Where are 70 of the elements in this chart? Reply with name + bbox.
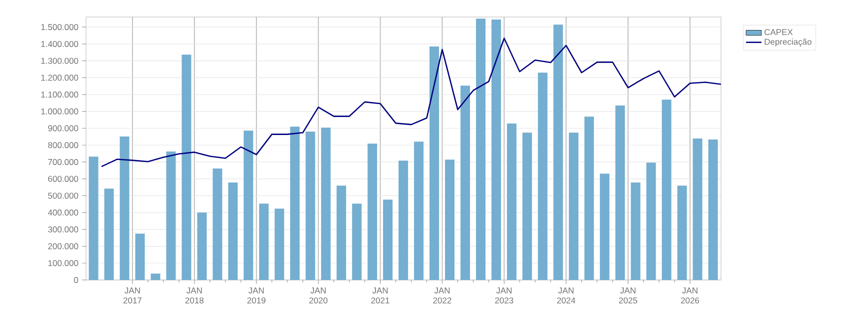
y-tick-label: 300.000 xyxy=(48,226,78,232)
legend-label: CAPEX xyxy=(764,29,793,36)
bar xyxy=(646,162,656,280)
y-tick-label: 1.200.000 xyxy=(41,74,78,81)
x-tick-label: JAN 2024 xyxy=(557,288,576,304)
bar xyxy=(352,204,362,280)
bar xyxy=(368,144,378,280)
x-tick-label: JAN 2025 xyxy=(619,288,638,304)
x-tick-label: JAN 2026 xyxy=(680,288,700,304)
line-series xyxy=(100,38,721,168)
bar xyxy=(630,182,640,280)
y-tick-label: 800.000 xyxy=(48,142,78,148)
bar xyxy=(538,72,548,280)
bar xyxy=(336,186,346,280)
bar xyxy=(522,132,532,280)
bar xyxy=(306,132,316,280)
y-tick-label: 600.000 xyxy=(48,176,78,182)
bar xyxy=(662,100,672,280)
x-tick-label: JAN 2018 xyxy=(185,288,204,304)
bar xyxy=(383,200,393,280)
bar xyxy=(506,124,516,280)
bar xyxy=(491,20,501,280)
bar xyxy=(135,234,145,280)
legend-label: Depreciação xyxy=(764,38,812,46)
bar xyxy=(290,126,300,280)
bar xyxy=(228,182,238,280)
bar xyxy=(568,132,578,280)
bar xyxy=(244,130,254,280)
x-tick-label: JAN 2020 xyxy=(309,288,328,304)
bar xyxy=(600,174,610,280)
bar xyxy=(615,106,625,280)
y-tick-label: 400.000 xyxy=(48,210,78,216)
x-tick-label: JAN 2019 xyxy=(247,288,266,304)
bar xyxy=(398,160,408,280)
x-tick-label: JAN 2022 xyxy=(433,288,452,304)
bar xyxy=(677,186,687,280)
y-tick-label: 700.000 xyxy=(48,158,78,165)
bar xyxy=(212,168,222,280)
y-tick-label: 1.300.000 xyxy=(41,58,78,64)
bar xyxy=(584,116,594,280)
bar xyxy=(120,136,130,280)
y-tick-label: 200.000 xyxy=(48,243,78,250)
bar xyxy=(692,138,702,280)
bar xyxy=(460,86,470,280)
x-tick-label: JAN 2021 xyxy=(371,288,390,304)
bar xyxy=(321,128,331,280)
bar xyxy=(414,142,424,280)
bar xyxy=(708,140,718,280)
bar xyxy=(553,24,563,280)
bar xyxy=(445,160,455,280)
y-tick-label: 1.000.000 xyxy=(41,108,78,114)
y-tick-label: 1.100.000 xyxy=(41,92,78,98)
bar xyxy=(166,152,176,280)
bar xyxy=(259,204,269,280)
bar xyxy=(476,18,486,280)
y-tick-label: 1.500.000 xyxy=(41,24,78,30)
bar xyxy=(430,46,440,280)
bar xyxy=(182,54,192,280)
x-tick-label: JAN 2017 xyxy=(123,288,142,304)
y-tick-label: 500.000 xyxy=(48,192,78,199)
y-tick-label: 1.400.000 xyxy=(41,40,78,47)
y-tick-label: 100.000 xyxy=(48,260,78,266)
bar xyxy=(150,274,160,280)
bar xyxy=(274,208,284,280)
x-tick-label: JAN 2023 xyxy=(495,288,514,304)
y-tick-label: 0 xyxy=(74,276,78,283)
bar xyxy=(104,188,114,280)
bar xyxy=(88,156,98,280)
y-tick-label: 900.000 xyxy=(48,125,78,132)
bar xyxy=(197,212,207,280)
